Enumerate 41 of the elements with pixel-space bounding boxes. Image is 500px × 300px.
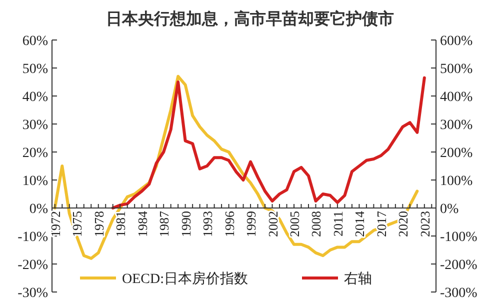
- y2-tick-label: -200%: [440, 258, 478, 273]
- y-tick-label: -10%: [18, 230, 48, 245]
- x-tick-label: 2023: [417, 211, 432, 237]
- x-tick-label: 1990: [178, 211, 194, 237]
- y-tick-label: 50%: [22, 62, 48, 77]
- legend-label: OECD:日本房价指数: [122, 271, 248, 287]
- x-tick-label: 1972: [48, 211, 63, 237]
- x-tick-label: 1978: [91, 211, 106, 237]
- y2-tick-label: 400%: [440, 90, 473, 105]
- x-tick-label: 2008: [308, 211, 324, 237]
- y-tick-label: 0%: [29, 202, 48, 217]
- x-tick-label: 2002: [265, 211, 280, 237]
- x-tick-label: 2014: [352, 210, 368, 237]
- y-tick-label: 20%: [22, 146, 48, 161]
- chart-title: 日本央行想加息，高市早苗却要它护债市: [106, 9, 394, 28]
- y-tick-label: 60%: [22, 34, 48, 49]
- y2-tick-label: 200%: [440, 146, 473, 161]
- x-tick-label: 1981: [113, 211, 128, 237]
- x-tick-label: 2017: [374, 210, 389, 237]
- y-tick-label: 30%: [22, 118, 48, 133]
- y2-tick-label: 0%: [440, 202, 459, 217]
- x-tick-label: 2005: [286, 211, 302, 237]
- y-tick-label: 10%: [22, 174, 48, 189]
- x-tick-label: 1993: [200, 211, 216, 237]
- x-tick-label: 2020: [396, 211, 411, 237]
- y2-tick-label: 300%: [440, 118, 473, 133]
- y-tick-label: 40%: [22, 90, 48, 105]
- y2-tick-label: 500%: [440, 62, 473, 77]
- y2-tick-label: -300%: [440, 286, 478, 300]
- y2-tick-label: 100%: [440, 174, 473, 189]
- x-tick-label: 1975: [70, 211, 85, 237]
- x-tick-label: 1999: [244, 211, 259, 237]
- legend-label: 右轴: [344, 271, 372, 287]
- x-tick-label: 1987: [156, 210, 172, 237]
- y-tick-label: -30%: [18, 286, 48, 300]
- y2-tick-label: 600%: [440, 34, 473, 49]
- y-tick-label: -20%: [18, 258, 48, 273]
- x-tick-label: 1996: [222, 210, 237, 237]
- x-tick-label: 2011: [330, 211, 346, 237]
- y2-tick-label: -100%: [440, 230, 478, 245]
- x-tick-label: 1984: [134, 210, 150, 237]
